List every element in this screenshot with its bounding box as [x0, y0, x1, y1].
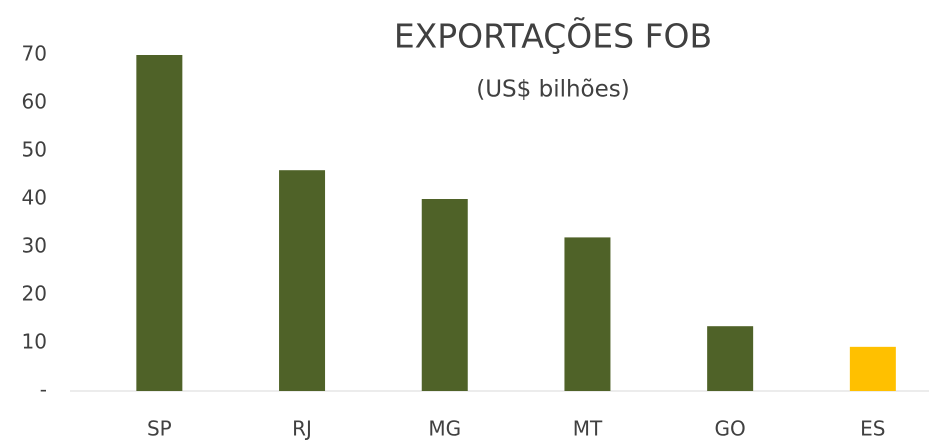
x-tick-label: GO — [715, 417, 746, 441]
x-tick-label: MG — [428, 417, 461, 441]
y-tick-label: 70 — [22, 42, 47, 66]
bar — [421, 199, 468, 391]
y-tick-label: 50 — [22, 138, 47, 162]
bar — [707, 326, 754, 391]
bar — [279, 170, 326, 391]
x-tick-label: ES — [860, 417, 885, 441]
bar — [849, 346, 896, 391]
x-tick-label: SP — [147, 417, 172, 441]
x-tick-label: RJ — [292, 417, 312, 441]
y-tick-label: 20 — [22, 282, 47, 306]
y-tick-label: 40 — [22, 186, 47, 210]
y-tick-label: 30 — [22, 234, 47, 258]
x-tick-label: MT — [573, 417, 603, 441]
y-tick-label: - — [40, 378, 47, 402]
bar — [136, 55, 183, 391]
y-tick-label: 10 — [22, 330, 47, 354]
y-tick-label: 60 — [22, 90, 47, 114]
chart-title: EXPORTAÇÕES FOB — [394, 16, 712, 56]
chart-subtitle: (US$ bilhões) — [476, 77, 630, 103]
bar — [564, 237, 611, 391]
